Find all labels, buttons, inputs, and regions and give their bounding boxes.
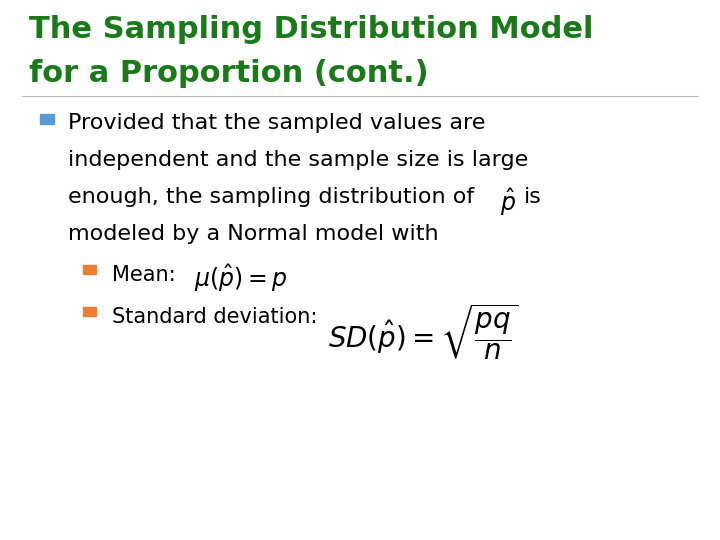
Text: $\mu(\hat{p})= p$: $\mu(\hat{p})= p$ [194, 263, 288, 294]
Text: Mean:: Mean: [112, 265, 175, 285]
Text: PEARSON: PEARSON [482, 508, 564, 523]
Text: $\hat{p}$: $\hat{p}$ [500, 187, 516, 218]
Bar [83, 307, 96, 316]
Bar [40, 114, 54, 124]
Text: ALWAYS LEARNING: ALWAYS LEARNING [14, 511, 109, 520]
Text: is: is [524, 187, 542, 207]
Text: The Sampling Distribution Model: The Sampling Distribution Model [29, 15, 593, 44]
Text: independent and the sample size is large: independent and the sample size is large [68, 150, 528, 170]
Text: enough, the sampling distribution of: enough, the sampling distribution of [68, 187, 474, 207]
Text: Chapter 17, Slide 14: Chapter 17, Slide 14 [590, 511, 705, 521]
Text: $SD(\hat{p})=\sqrt{\dfrac{pq}{n}}$: $SD(\hat{p})=\sqrt{\dfrac{pq}{n}}$ [328, 302, 518, 362]
Bar [83, 265, 96, 274]
Text: Standard deviation:: Standard deviation: [112, 307, 317, 327]
Text: modeled by a Normal model with: modeled by a Normal model with [68, 224, 439, 244]
Text: Provided that the sampled values are: Provided that the sampled values are [68, 113, 486, 133]
Text: Copyright © 2015, 2010, 2007 Pearson Education, Inc.: Copyright © 2015, 2010, 2007 Pearson Edu… [158, 511, 426, 521]
Text: for a Proportion (cont.): for a Proportion (cont.) [29, 59, 428, 88]
